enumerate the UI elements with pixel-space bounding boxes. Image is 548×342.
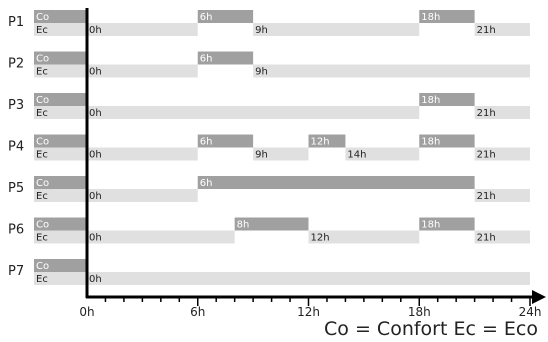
axis-tick-label: 12h [297, 305, 320, 319]
eco-segment [474, 106, 530, 119]
confort-mode-label: Co [36, 95, 49, 106]
eco-segment [87, 189, 198, 202]
eco-segment-label: 14h [347, 150, 366, 161]
confort-segment [419, 217, 475, 231]
program-label-p3: P3 [8, 98, 24, 113]
confort-segment-label: 18h [421, 137, 440, 148]
eco-segment [87, 147, 198, 161]
confort-mode-label: Co [36, 137, 49, 148]
eco-segment-label: 9h [255, 25, 268, 36]
axis-tick-label: 6h [190, 305, 205, 319]
eco-segment-label: 0h [89, 191, 102, 202]
eco-segment [474, 23, 530, 36]
eco-segment [87, 106, 420, 119]
confort-segment-label: 8h [237, 220, 250, 231]
eco-segment [253, 23, 420, 36]
eco-segment-label: 0h [89, 25, 102, 36]
confort-segment-label: 12h [311, 137, 330, 148]
eco-segment-label: 0h [89, 233, 102, 244]
time-axis-arrow [532, 290, 546, 304]
eco-segment [253, 64, 530, 78]
eco-segment [474, 189, 530, 202]
confort-mode-box [34, 217, 87, 231]
program-label-p4: P4 [8, 140, 24, 155]
eco-mode-label: Ec [36, 108, 48, 119]
confort-segment [419, 93, 475, 106]
confort-segment-label: 18h [421, 220, 440, 231]
confort-segment [419, 10, 475, 23]
program-label-p2: P2 [8, 57, 24, 72]
confort-segment [419, 134, 475, 148]
axis-tick-label: 0h [79, 305, 94, 319]
eco-segment-label: 21h [477, 108, 496, 119]
program-label-p5: P5 [8, 181, 24, 196]
eco-mode-label: Ec [36, 25, 48, 36]
eco-mode-box [34, 189, 87, 202]
confort-mode-label: Co [36, 178, 49, 189]
eco-segment-label: 9h [255, 67, 268, 78]
confort-segment-label: 6h [200, 54, 213, 65]
eco-mode-box [34, 272, 87, 285]
eco-segment-label: 0h [89, 108, 102, 119]
confort-mode-label: Co [36, 261, 49, 272]
confort-mode-label: Co [36, 220, 49, 231]
confort-segment-label: 6h [200, 137, 213, 148]
eco-mode-box [34, 23, 87, 36]
eco-segment-label: 12h [311, 233, 330, 244]
program-label-p6: P6 [8, 223, 24, 238]
confort-mode-box [34, 134, 87, 148]
confort-mode-box [34, 51, 87, 65]
confort-segment [308, 134, 346, 148]
confort-segment [197, 51, 254, 65]
eco-segment-label: 21h [477, 191, 496, 202]
eco-segment [345, 147, 420, 161]
program-label-p1: P1 [8, 15, 24, 30]
eco-mode-box [34, 106, 87, 119]
eco-segment-label: 21h [477, 150, 496, 161]
eco-segment [87, 272, 530, 285]
confort-segment [197, 134, 254, 148]
legend-text: Co = Confort Ec = Eco [324, 318, 538, 340]
eco-segment [87, 23, 198, 36]
eco-segment [253, 147, 309, 161]
eco-segment-label: 21h [477, 25, 496, 36]
confort-mode-label: Co [36, 54, 49, 65]
eco-segment [87, 64, 198, 78]
eco-segment [308, 230, 420, 244]
program-label-p7: P7 [8, 264, 24, 279]
confort-mode-box [34, 176, 87, 189]
eco-segment-label: 21h [477, 233, 496, 244]
confort-mode-box [34, 10, 87, 23]
eco-segment [87, 230, 235, 244]
axis-tick-label: 24h [519, 305, 542, 319]
eco-mode-label: Ec [36, 233, 48, 244]
eco-segment-label: 9h [255, 150, 268, 161]
eco-mode-label: Ec [36, 150, 48, 161]
eco-mode-box [34, 230, 87, 244]
confort-segment-label: 6h [200, 12, 213, 23]
eco-mode-label: Ec [36, 274, 48, 285]
confort-segment-label: 6h [200, 178, 213, 189]
confort-segment-label: 18h [421, 95, 440, 106]
eco-mode-label: Ec [36, 67, 48, 78]
eco-segment [474, 230, 530, 244]
eco-mode-box [34, 147, 87, 161]
confort-mode-box [34, 259, 87, 272]
confort-mode-box [34, 93, 87, 106]
axis-tick-label: 18h [408, 305, 431, 319]
confort-segment [197, 176, 475, 189]
confort-segment [197, 10, 254, 23]
confort-segment [234, 217, 309, 231]
confort-mode-label: Co [36, 12, 49, 23]
eco-segment [474, 147, 530, 161]
eco-mode-label: Ec [36, 191, 48, 202]
eco-mode-box [34, 64, 87, 78]
eco-segment-label: 0h [89, 67, 102, 78]
confort-segment-label: 18h [421, 12, 440, 23]
eco-segment-label: 0h [89, 150, 102, 161]
eco-segment-label: 0h [89, 274, 102, 285]
